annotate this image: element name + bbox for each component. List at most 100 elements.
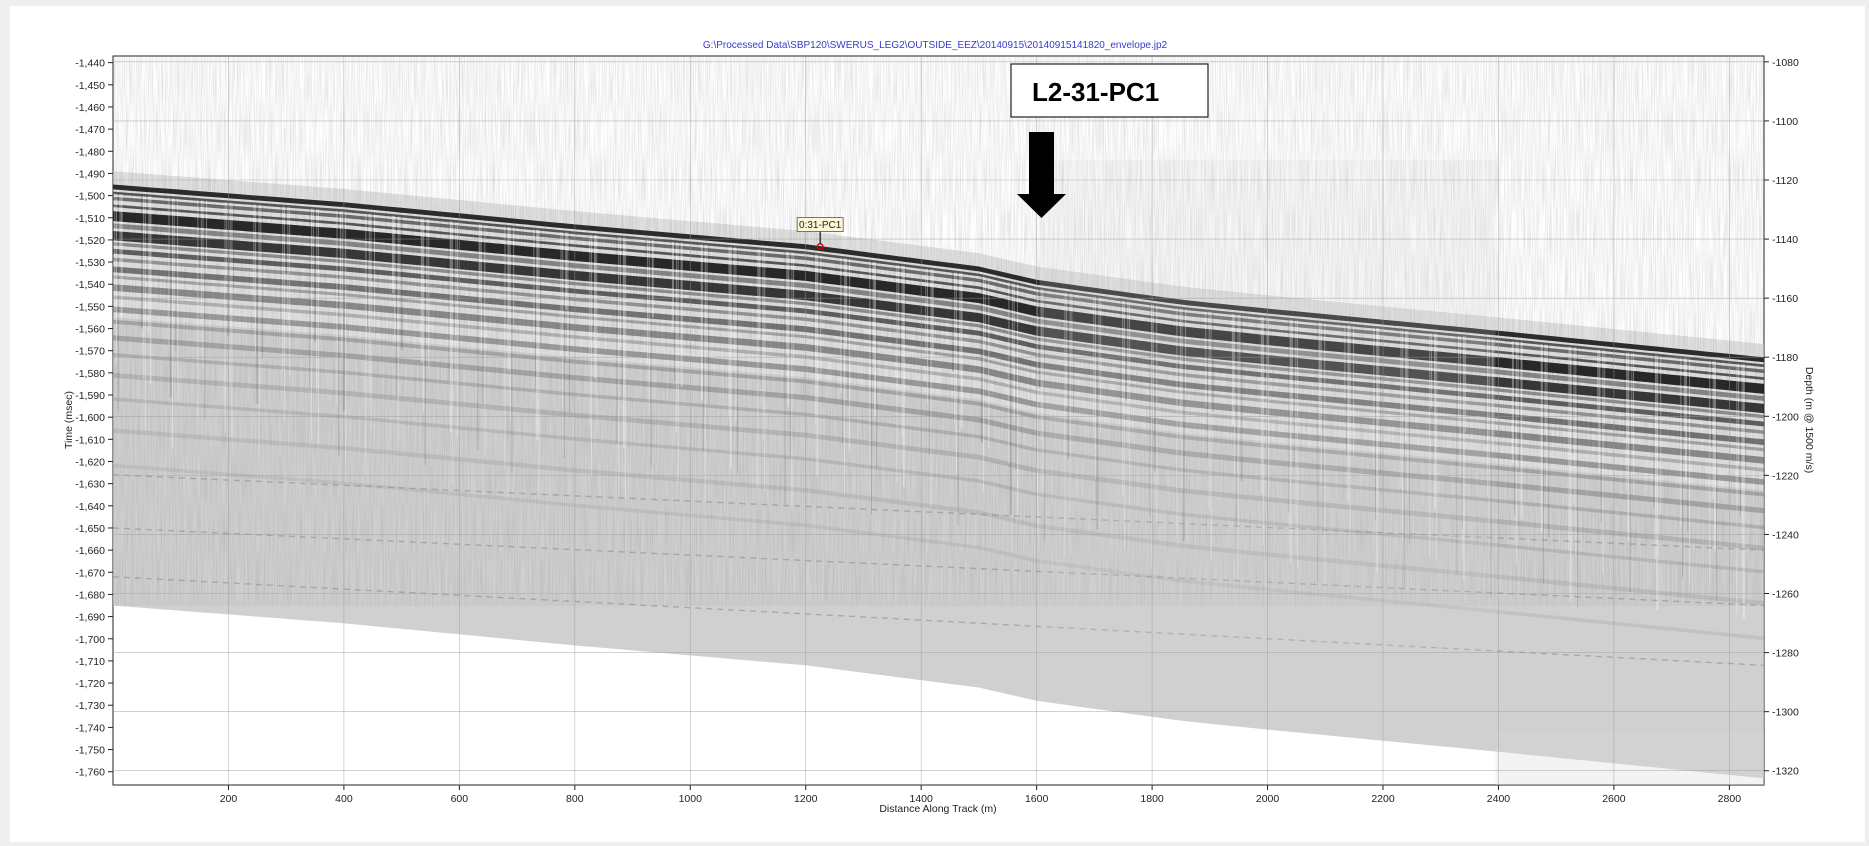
x-tick-label: 2200 xyxy=(1371,793,1395,805)
reflector-band xyxy=(113,352,1764,530)
x-tick-label: 2000 xyxy=(1256,793,1280,805)
reflector-band xyxy=(113,463,1764,641)
left-tick-label: -1,710 xyxy=(75,656,105,668)
left-tick-label: -1,720 xyxy=(75,678,105,690)
x-tick-label: 1200 xyxy=(794,793,818,805)
reflector-band xyxy=(113,204,1764,380)
core-site-point xyxy=(816,243,824,251)
multiple-reflector xyxy=(113,576,1764,667)
seismic-image xyxy=(113,56,1764,785)
right-tick-label: -1300 xyxy=(1772,707,1799,719)
reflector-band xyxy=(113,231,1764,414)
reflector-band xyxy=(113,284,1764,464)
left-tick-label: -1,520 xyxy=(75,235,105,247)
x-axis-title: Distance Along Track (m) xyxy=(879,803,996,815)
left-tick-label: -1,570 xyxy=(75,346,105,358)
reflector-band xyxy=(113,306,1764,485)
reflector-band xyxy=(113,257,1764,434)
x-tick-label: 2400 xyxy=(1487,793,1511,805)
left-tick-label: -1,750 xyxy=(75,745,105,757)
reflector-band xyxy=(113,191,1764,368)
left-tick-label: -1,440 xyxy=(75,58,105,70)
left-tick-label: -1,470 xyxy=(75,124,105,136)
right-tick-label: -1100 xyxy=(1772,116,1798,128)
right-tick-label: -1240 xyxy=(1772,529,1799,541)
left-tick-label: -1,630 xyxy=(75,479,105,491)
right-axis-title: Depth (m @ 1500 m/s) xyxy=(1803,367,1815,473)
left-tick-label: -1,670 xyxy=(75,567,105,579)
left-tick-label: -1,680 xyxy=(75,589,105,601)
left-axis-time: -1,440 -1,450 -1,460 -1,470 -1,480 -1,490 -1,5… xyxy=(75,58,113,779)
x-tick-label: 600 xyxy=(451,793,469,805)
reflector-band xyxy=(113,242,1764,419)
left-tick-label: -1,550 xyxy=(75,301,105,313)
reflector-band xyxy=(113,196,1764,374)
right-tick-label: -1280 xyxy=(1772,648,1799,660)
left-tick-label: -1,500 xyxy=(75,191,105,203)
x-tick-label: 200 xyxy=(220,793,238,805)
left-tick-label: -1,580 xyxy=(75,368,105,380)
right-tick-label: -1120 xyxy=(1772,175,1798,187)
left-tick-label: -1,690 xyxy=(75,612,105,624)
seismic-profile-chart: G:\Processed Data\SBP120\SWERUS_LEG2\OUT… xyxy=(63,40,1815,815)
multiple-reflector xyxy=(113,474,1764,551)
callout-label: L2-31-PC1 xyxy=(1032,77,1159,107)
right-tick-label: -1140 xyxy=(1772,234,1798,246)
left-tick-label: -1,620 xyxy=(75,456,105,468)
left-tick-label: -1,760 xyxy=(75,767,105,779)
right-tick-label: -1160 xyxy=(1772,293,1798,305)
right-tick-label: -1320 xyxy=(1772,766,1799,778)
right-tick-label: -1260 xyxy=(1772,589,1799,601)
right-axis-depth: -1080 -1100 -1120 -1140 -1160 -1180 -1200 -1220… xyxy=(1764,57,1799,778)
x-tick-label: 1000 xyxy=(679,793,703,805)
reflector-band xyxy=(113,223,1764,401)
reflector-band xyxy=(113,372,1764,551)
reflector-band xyxy=(113,295,1764,472)
reflector-band xyxy=(113,275,1764,452)
x-tick-label: 1800 xyxy=(1140,793,1164,805)
core-site-label: 0:31-PC1 xyxy=(799,220,842,231)
reflector-band xyxy=(113,319,1764,497)
left-tick-label: -1,730 xyxy=(75,700,105,712)
seismic-profile-window: G:\Processed Data\SBP120\SWERUS_LEG2\OUT… xyxy=(10,6,1865,842)
x-tick-label: 400 xyxy=(335,793,353,805)
x-tick-label: 2600 xyxy=(1602,793,1626,805)
left-tick-label: -1,600 xyxy=(75,412,105,424)
left-tick-label: -1,490 xyxy=(75,168,105,180)
right-tick-label: -1080 xyxy=(1772,57,1799,69)
reflector-band xyxy=(113,428,1764,606)
x-tick-label: 1600 xyxy=(1025,793,1049,805)
reflector-band xyxy=(113,397,1764,574)
image-tile xyxy=(1495,731,1764,785)
left-tick-label: -1,610 xyxy=(75,434,105,446)
right-tick-label: -1180 xyxy=(1772,352,1798,364)
left-tick-label: -1,650 xyxy=(75,523,105,535)
left-tick-label: -1,530 xyxy=(75,257,105,269)
x-tick-label: 1400 xyxy=(910,793,934,805)
reflector-band xyxy=(113,266,1764,446)
reflector-band xyxy=(113,248,1764,427)
left-axis-title: Time (msec) xyxy=(63,391,75,449)
x-tick-label: 800 xyxy=(566,793,584,805)
left-tick-label: -1,640 xyxy=(75,501,105,513)
left-tick-label: -1,590 xyxy=(75,390,105,402)
core-site-marker[interactable]: 0:31-PC1 xyxy=(796,217,844,251)
callout-box xyxy=(1010,63,1209,118)
callout-arrow xyxy=(1017,132,1066,218)
left-tick-label: -1,660 xyxy=(75,545,105,557)
reflector-band xyxy=(113,211,1764,394)
left-tick-label: -1,740 xyxy=(75,722,105,734)
multiple-reflector xyxy=(113,527,1764,607)
x-tick-label: 2800 xyxy=(1718,793,1742,805)
left-tick-label: -1,510 xyxy=(75,213,105,225)
right-tick-label: -1220 xyxy=(1772,470,1799,482)
left-tick-label: -1,480 xyxy=(75,146,105,158)
left-tick-label: -1,560 xyxy=(75,324,105,336)
right-tick-label: -1200 xyxy=(1772,411,1799,423)
x-axis-distance: 200 400 600 800 1000 1200 1400 1600 1800 2000 2200… xyxy=(220,785,1742,805)
left-tick-label: -1,460 xyxy=(75,102,105,114)
file-path-title: G:\Processed Data\SBP120\SWERUS_LEG2\OUT… xyxy=(703,40,1168,51)
left-tick-label: -1,540 xyxy=(75,279,105,291)
reflector-band xyxy=(113,335,1764,514)
reflector-band xyxy=(113,184,1764,363)
